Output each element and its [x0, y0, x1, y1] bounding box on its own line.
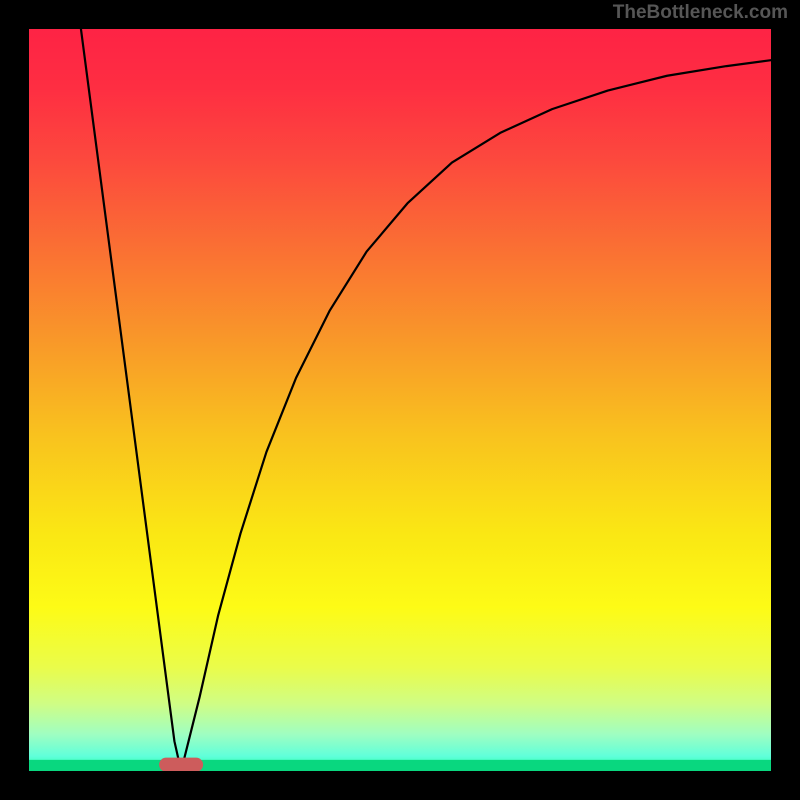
chart-frame: TheBottleneck.com — [0, 0, 800, 800]
optimum-marker — [159, 758, 203, 771]
chart-background — [29, 29, 771, 771]
bottom-strip — [29, 760, 771, 771]
watermark-text: TheBottleneck.com — [613, 2, 788, 24]
bottleneck-chart — [29, 29, 771, 771]
